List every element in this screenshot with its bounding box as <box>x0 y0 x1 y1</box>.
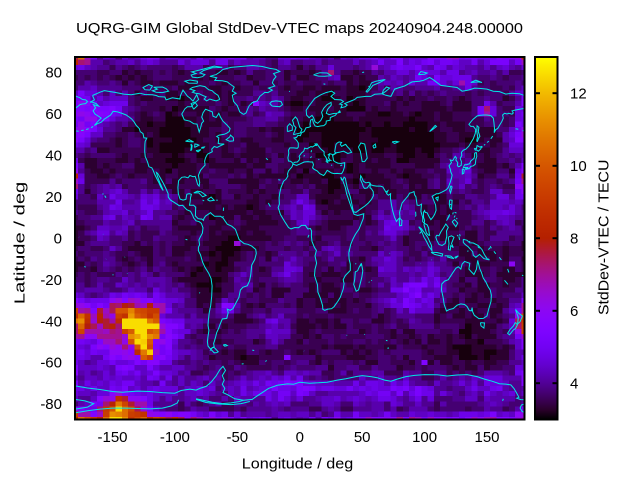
svg-text:40: 40 <box>45 148 62 165</box>
svg-text:6: 6 <box>570 303 578 320</box>
svg-text:4: 4 <box>570 375 578 392</box>
svg-text:-80: -80 <box>40 396 62 413</box>
svg-text:80: 80 <box>45 65 62 82</box>
svg-text:12: 12 <box>570 86 587 103</box>
svg-text:Latitude / deg: Latitude / deg <box>12 182 29 304</box>
svg-text:-20: -20 <box>40 272 62 289</box>
svg-text:8: 8 <box>570 230 578 247</box>
svg-text:-40: -40 <box>40 313 62 330</box>
svg-text:60: 60 <box>45 106 62 123</box>
svg-text:-150: -150 <box>97 429 127 446</box>
svg-text:-100: -100 <box>160 429 190 446</box>
svg-text:150: 150 <box>474 429 499 446</box>
svg-text:-50: -50 <box>226 429 248 446</box>
svg-text:0: 0 <box>296 429 304 446</box>
svg-text:10: 10 <box>570 158 587 175</box>
svg-text:UQRG-GIM Global StdDev-VTEC ma: UQRG-GIM Global StdDev-VTEC maps 2024090… <box>76 20 523 37</box>
svg-text:50: 50 <box>354 429 371 446</box>
svg-text:20: 20 <box>45 189 62 206</box>
svg-text:-60: -60 <box>40 355 62 372</box>
svg-text:Longitude / deg: Longitude / deg <box>242 456 354 473</box>
svg-text:100: 100 <box>412 429 437 446</box>
svg-text:StdDev-VTEC / TECU: StdDev-VTEC / TECU <box>596 160 613 315</box>
svg-text:0: 0 <box>54 230 62 247</box>
